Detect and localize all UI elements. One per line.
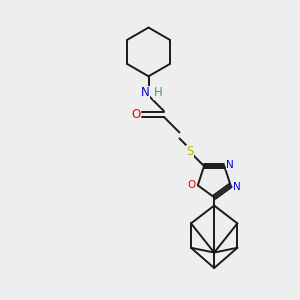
Text: S: S bbox=[186, 145, 194, 158]
Text: N: N bbox=[233, 182, 241, 192]
Text: O: O bbox=[188, 180, 196, 190]
Text: N: N bbox=[141, 86, 149, 99]
Text: H: H bbox=[154, 86, 162, 99]
Text: O: O bbox=[131, 107, 140, 121]
Text: N: N bbox=[226, 160, 234, 170]
